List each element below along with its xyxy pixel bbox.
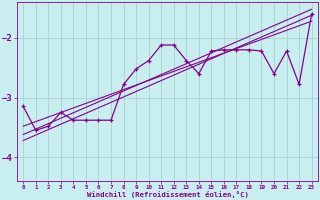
X-axis label: Windchill (Refroidissement éolien,°C): Windchill (Refroidissement éolien,°C) — [86, 191, 248, 198]
